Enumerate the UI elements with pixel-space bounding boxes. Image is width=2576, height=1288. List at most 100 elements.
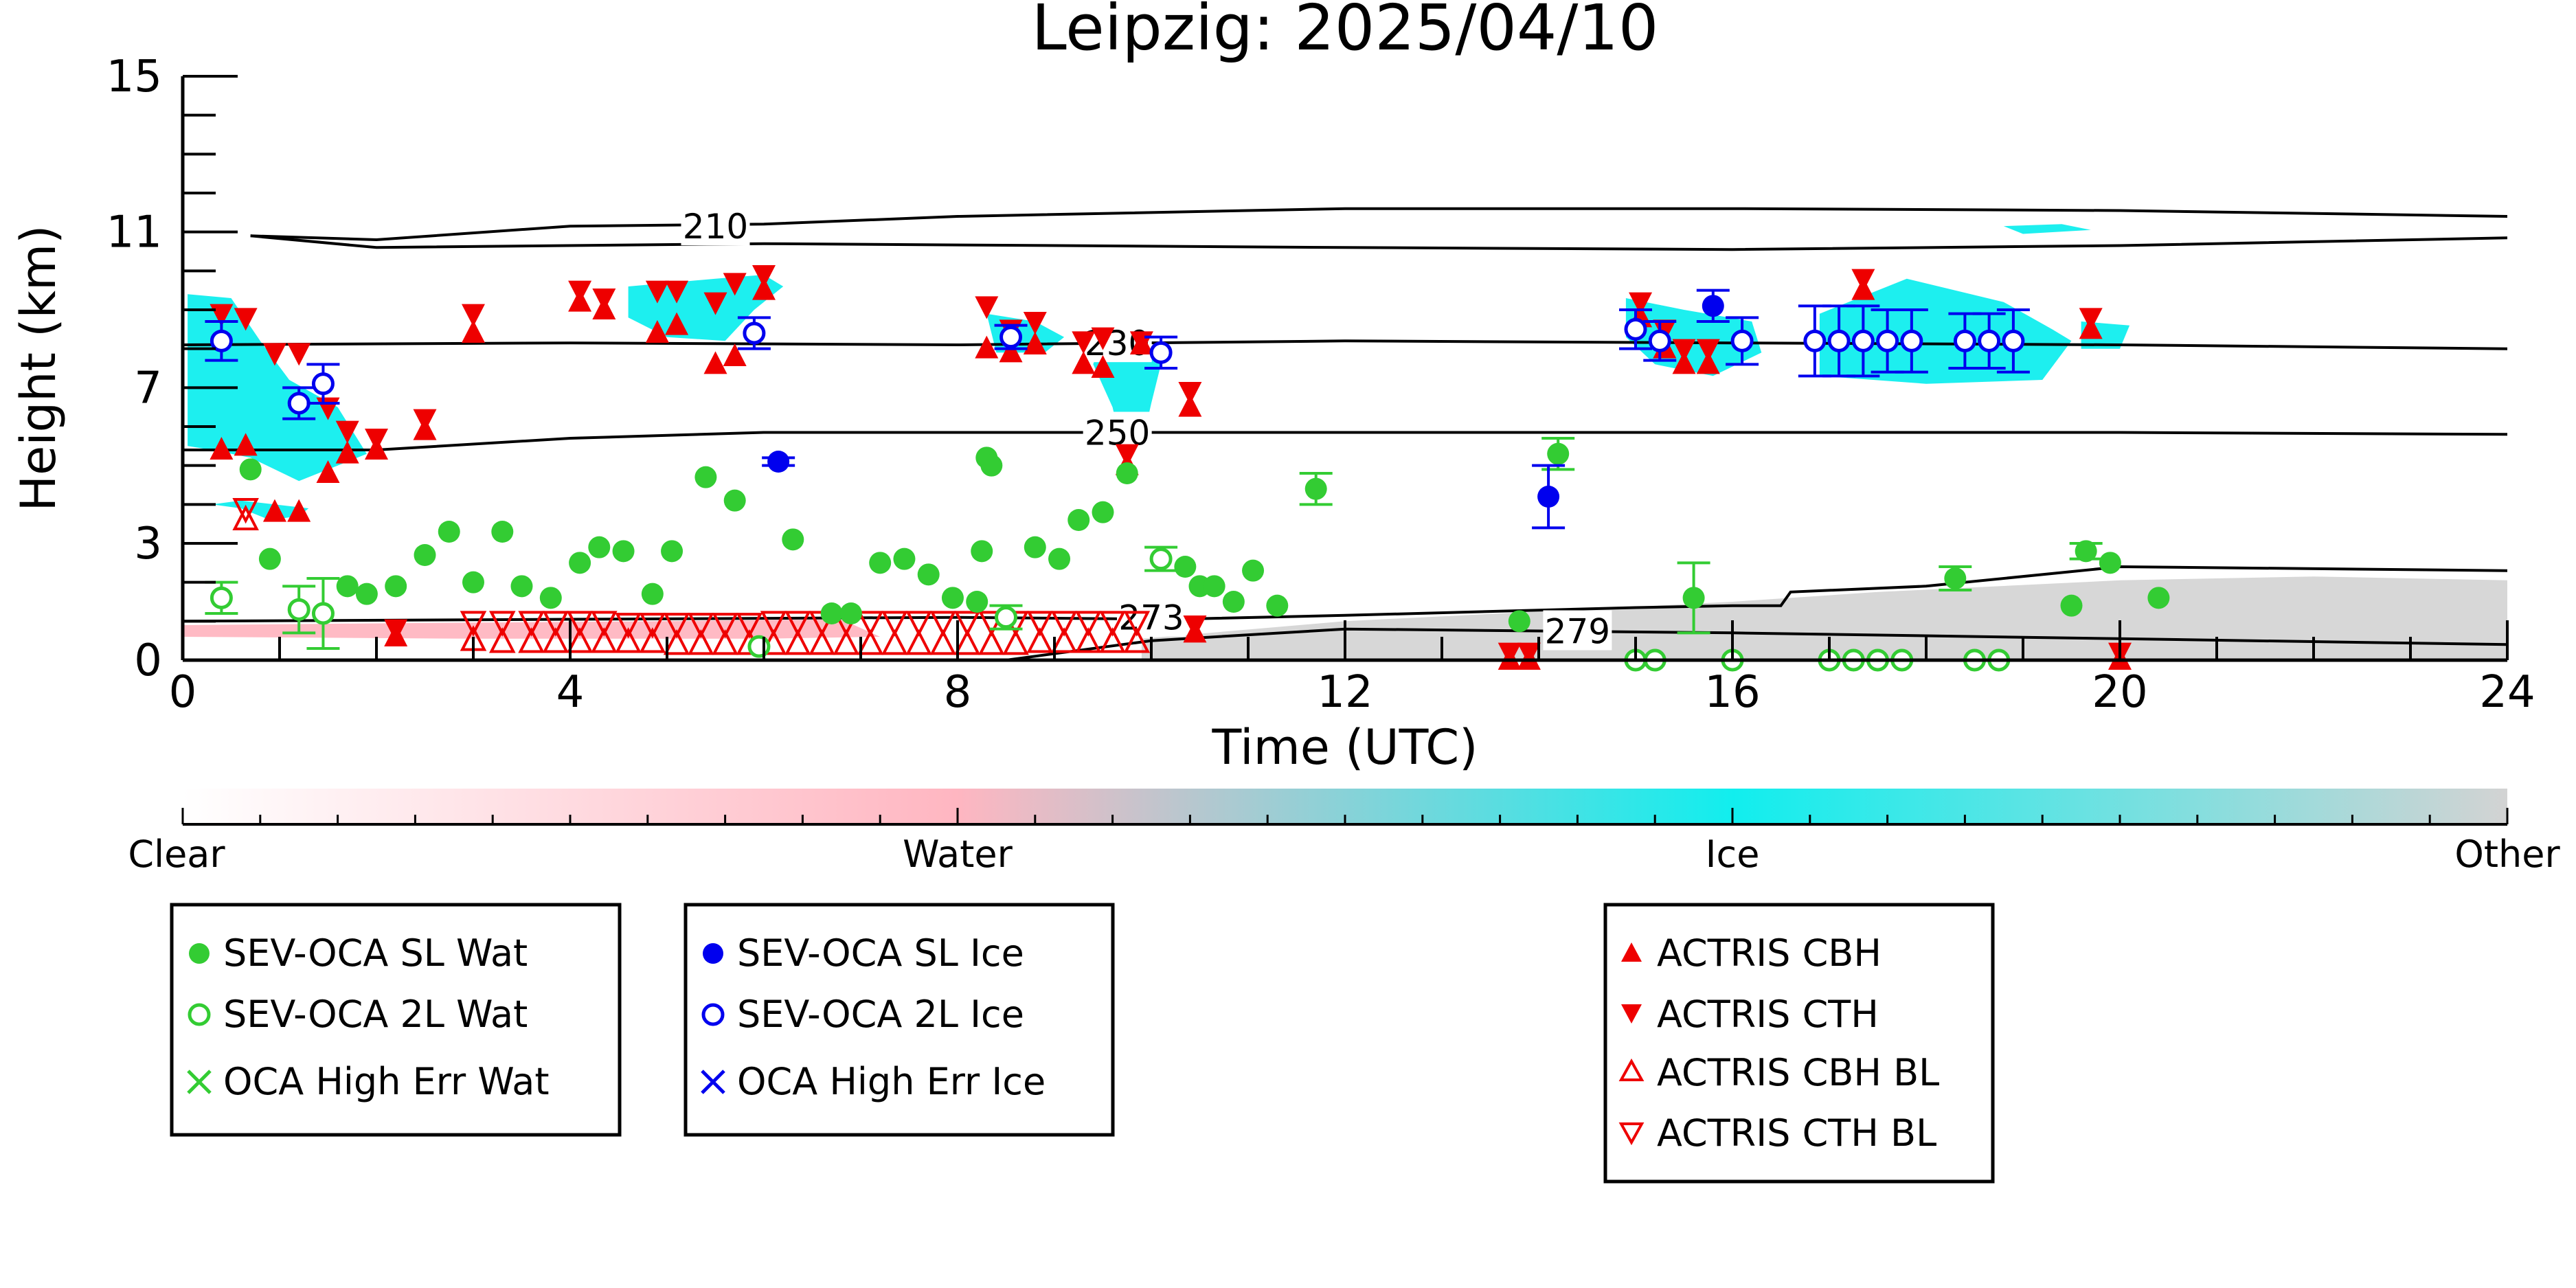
legend-cbh-marker — [1621, 942, 1642, 962]
y-tick-label-15: 15 — [106, 52, 162, 102]
actris-cth-bl-point-8 — [639, 613, 666, 639]
actris-cth-point-14 — [703, 292, 727, 315]
actris-cbh-point-5 — [335, 440, 359, 464]
sev-oca-2l-ice-point-0 — [210, 329, 233, 352]
sev-oca-2l-ice-point-10 — [1827, 329, 1851, 352]
actris-cbh-bl-point-3 — [518, 627, 545, 653]
actris-cbh-point-19 — [1023, 332, 1047, 354]
actris-cbh-bl-point-22 — [978, 629, 1005, 655]
actris-cbh-point-1 — [234, 433, 258, 456]
legend-2l-wat-label: SEV-OCA 2L Wat — [223, 993, 528, 1036]
actris-cth-point-27 — [1517, 642, 1541, 666]
legend-cth-marker — [1621, 1004, 1642, 1024]
legend-2l-ice-label: SEV-OCA 2L Ice — [737, 993, 1024, 1036]
sev-oca-sl-wat-point-21 — [869, 552, 892, 574]
actris-cth-bl-point-20 — [929, 611, 957, 637]
actris-cbh-point-2 — [262, 499, 286, 522]
x-tick-label-12: 12 — [1317, 667, 1372, 718]
sev-oca-2l-ice-point-11 — [1851, 329, 1875, 352]
actris-cth-bl-point-27 — [1099, 611, 1126, 637]
actris-cth-bl-point-24 — [1026, 611, 1054, 637]
actris-cth-bl-point-14 — [784, 611, 811, 637]
sev-oca-sl-wat-point-42 — [1547, 442, 1570, 465]
sev-oca-sl-wat-point-11 — [569, 552, 591, 574]
actris-cbh-point-30 — [1672, 351, 1696, 374]
actris-cth-point-2 — [262, 343, 286, 366]
sev-oca-sl-wat-point-13 — [612, 540, 635, 563]
actris-cbh-point-20 — [1072, 351, 1096, 374]
sev-oca-sl-wat-point-19 — [820, 602, 843, 624]
actris-cbh-bl-point-8 — [639, 627, 666, 653]
legend-water-box — [170, 903, 622, 1137]
sev-oca-sl-wat-point-37 — [1222, 591, 1245, 613]
sev-oca-sl-wat-point-2 — [336, 575, 359, 598]
actris-cth-point-26 — [1498, 642, 1522, 666]
legend-ice-box — [683, 903, 1115, 1137]
actris-cbh-bl-point-2 — [489, 627, 516, 653]
actris-cbh-bl-point-23 — [1002, 629, 1029, 655]
actris-cbh-point-24 — [1178, 394, 1202, 417]
actris-cbh-bl-point-10 — [688, 629, 714, 655]
legend-ice: SEV-OCA SL Ice SEV-OCA 2L Ice OCA High E… — [683, 903, 1115, 1137]
actris-cth-bl-point-13 — [760, 611, 787, 637]
legend-2l-ice-marker — [701, 1003, 725, 1026]
actris-cbh-point-21 — [1091, 355, 1115, 378]
x-tick-label-16: 16 — [1704, 667, 1760, 718]
legend-higherr-ice-label: OCA High Err Ice — [737, 1060, 1046, 1103]
sev-oca-2l-wat-point-5 — [1149, 547, 1173, 571]
actris-cbh-point-4 — [316, 460, 340, 483]
actris-cth-bl-point-12 — [736, 613, 763, 639]
actris-cbh-point-14 — [703, 351, 727, 374]
legend-cbh-label: ACTRIS CBH — [1657, 931, 1882, 975]
actris-cth-bl-point-1 — [460, 611, 487, 637]
plot-frame — [183, 76, 2507, 660]
contour-label-210: 210 — [683, 207, 748, 247]
actris-cth-point-33 — [2079, 308, 2103, 331]
actris-cth-point-12 — [645, 280, 669, 304]
region-ice-7 — [2003, 224, 2091, 234]
sev-oca-2l-wat-point-2 — [311, 602, 335, 625]
actris-cth-point-21 — [1091, 327, 1115, 350]
sev-oca-sl-wat-point-3 — [355, 583, 378, 605]
sev-oca-2l-ice-point-7 — [1648, 329, 1671, 352]
x-tick-label-0: 0 — [169, 667, 197, 718]
sev-oca-sl-wat-point-18 — [782, 528, 804, 551]
actris-cth-bl-point-5 — [566, 611, 594, 637]
legend-sl-ice-marker — [703, 943, 723, 964]
actris-cth-point-20 — [1072, 331, 1096, 354]
actris-cth-point-8 — [413, 409, 437, 432]
sev-oca-2l-wat-point-4 — [995, 606, 1017, 629]
actris-cbh-bl-point-21 — [953, 629, 981, 655]
sev-oca-2l-ice-point-15 — [1978, 329, 2001, 352]
actris-cth-point-15 — [723, 273, 747, 296]
actris-cbh-bl-point-9 — [663, 629, 690, 655]
actris-cbh-point-12 — [645, 320, 669, 343]
legend-cth-label: ACTRIS CTH — [1657, 993, 1879, 1036]
actris-cbh-bl-point-7 — [615, 627, 642, 653]
region-ice-1 — [212, 500, 309, 520]
x-tick-label-24: 24 — [2479, 667, 2535, 718]
region-ice-6 — [1819, 278, 2072, 384]
sev-oca-sl-wat-point-38 — [1242, 559, 1265, 582]
sev-oca-sl-wat-point-30 — [1048, 547, 1071, 570]
actris-cbh-point-18 — [999, 339, 1023, 363]
y-tick-label-0: 0 — [134, 635, 162, 686]
sev-oca-sl-wat-point-39 — [1266, 594, 1289, 617]
actris-cth-bl-point-11 — [712, 613, 738, 639]
legend-sl-ice-label: SEV-OCA SL Ice — [737, 931, 1024, 975]
actris-cbh-bl-point-26 — [1075, 627, 1102, 653]
sev-oca-sl-wat-point-25 — [966, 591, 988, 613]
actris-cbh-point-9 — [462, 320, 485, 343]
actris-cbh-bl-point-19 — [905, 629, 932, 655]
sev-oca-sl-wat-point-41 — [1508, 610, 1530, 633]
actris-cth-bl-point-17 — [857, 611, 884, 637]
sev-oca-sl-wat-point-6 — [438, 521, 460, 543]
sev-oca-sl-wat-point-34 — [1174, 556, 1197, 578]
sev-oca-sl-wat-point-23 — [917, 563, 940, 586]
actris-cbh-bl-point-27 — [1099, 627, 1126, 653]
colorbar-label-ice: Ice — [1706, 833, 1760, 876]
sev-oca-sl-wat-point-14 — [641, 583, 664, 605]
sev-oca-sl-wat-point-0 — [239, 458, 262, 481]
actris-cth-bl-point-18 — [881, 611, 908, 637]
